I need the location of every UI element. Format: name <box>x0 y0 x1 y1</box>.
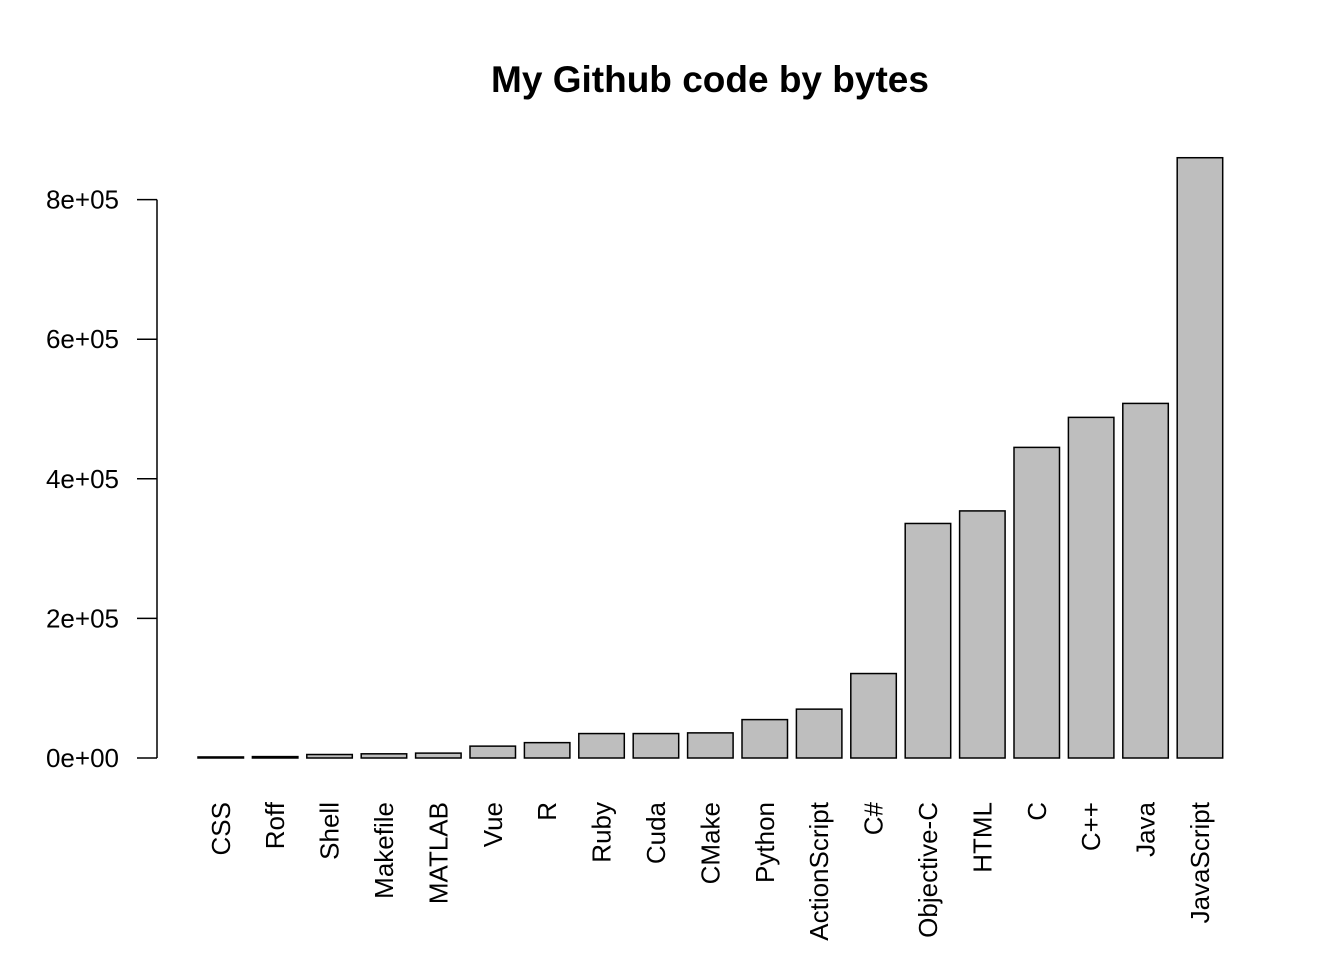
bar-cmake <box>686 732 734 759</box>
x-category-label: C++ <box>1076 802 1106 851</box>
y-tick-label: 8e+05 <box>46 185 119 215</box>
bar-vue <box>469 745 517 759</box>
x-category-label: Roff <box>260 801 290 849</box>
x-category-label: Python <box>750 802 780 883</box>
bar-roff <box>251 755 299 759</box>
y-tick-label: 0e+00 <box>46 743 119 773</box>
bar-ruby <box>578 732 626 759</box>
x-category-label: Makefile <box>369 802 399 899</box>
x-category-label: Cuda <box>641 801 671 864</box>
bar-python <box>741 718 789 759</box>
x-category-label: Objective-C <box>913 802 943 938</box>
bar-makefile <box>360 753 408 759</box>
x-axis-labels: CSS Roff Shell Makefile MATLAB Vue R Ruby Cuda CM… <box>206 801 1215 941</box>
bar-c <box>1013 446 1061 759</box>
bar-c- <box>1067 416 1115 759</box>
bar-html <box>958 510 1006 759</box>
y-tick-label: 4e+05 <box>46 464 119 494</box>
x-category-label: CSS <box>206 802 236 855</box>
bar-shell <box>306 753 354 759</box>
x-category-label: Shell <box>315 802 345 860</box>
bar-cuda <box>632 732 680 759</box>
x-category-label: C# <box>859 801 889 835</box>
x-category-label: Ruby <box>587 802 617 863</box>
bars-group <box>197 156 1224 759</box>
x-category-label: HTML <box>967 802 997 873</box>
bar-actionscript <box>795 708 843 759</box>
bar-r <box>523 741 571 759</box>
bar-matlab <box>414 752 462 759</box>
y-tick-label: 2e+05 <box>46 603 119 633</box>
x-category-label: R <box>532 802 562 821</box>
bar-objective-c <box>904 522 952 759</box>
y-axis: 0e+00 2e+05 4e+05 6e+05 8e+05 <box>46 185 158 773</box>
bar-javascript <box>1176 156 1224 759</box>
y-tick-label: 6e+05 <box>46 324 119 354</box>
x-category-label: JavaScript <box>1185 801 1215 923</box>
x-category-label: Vue <box>478 802 508 847</box>
bar-css <box>197 756 245 759</box>
x-category-label: C <box>1022 802 1052 821</box>
x-category-label: ActionScript <box>804 801 834 940</box>
bar-java <box>1122 402 1170 759</box>
x-category-label: CMake <box>695 802 725 884</box>
bar-c- <box>850 672 898 759</box>
chart-title: My Github code by bytes <box>491 59 929 100</box>
x-category-label: Java <box>1131 801 1161 856</box>
x-category-label: MATLAB <box>423 802 453 904</box>
